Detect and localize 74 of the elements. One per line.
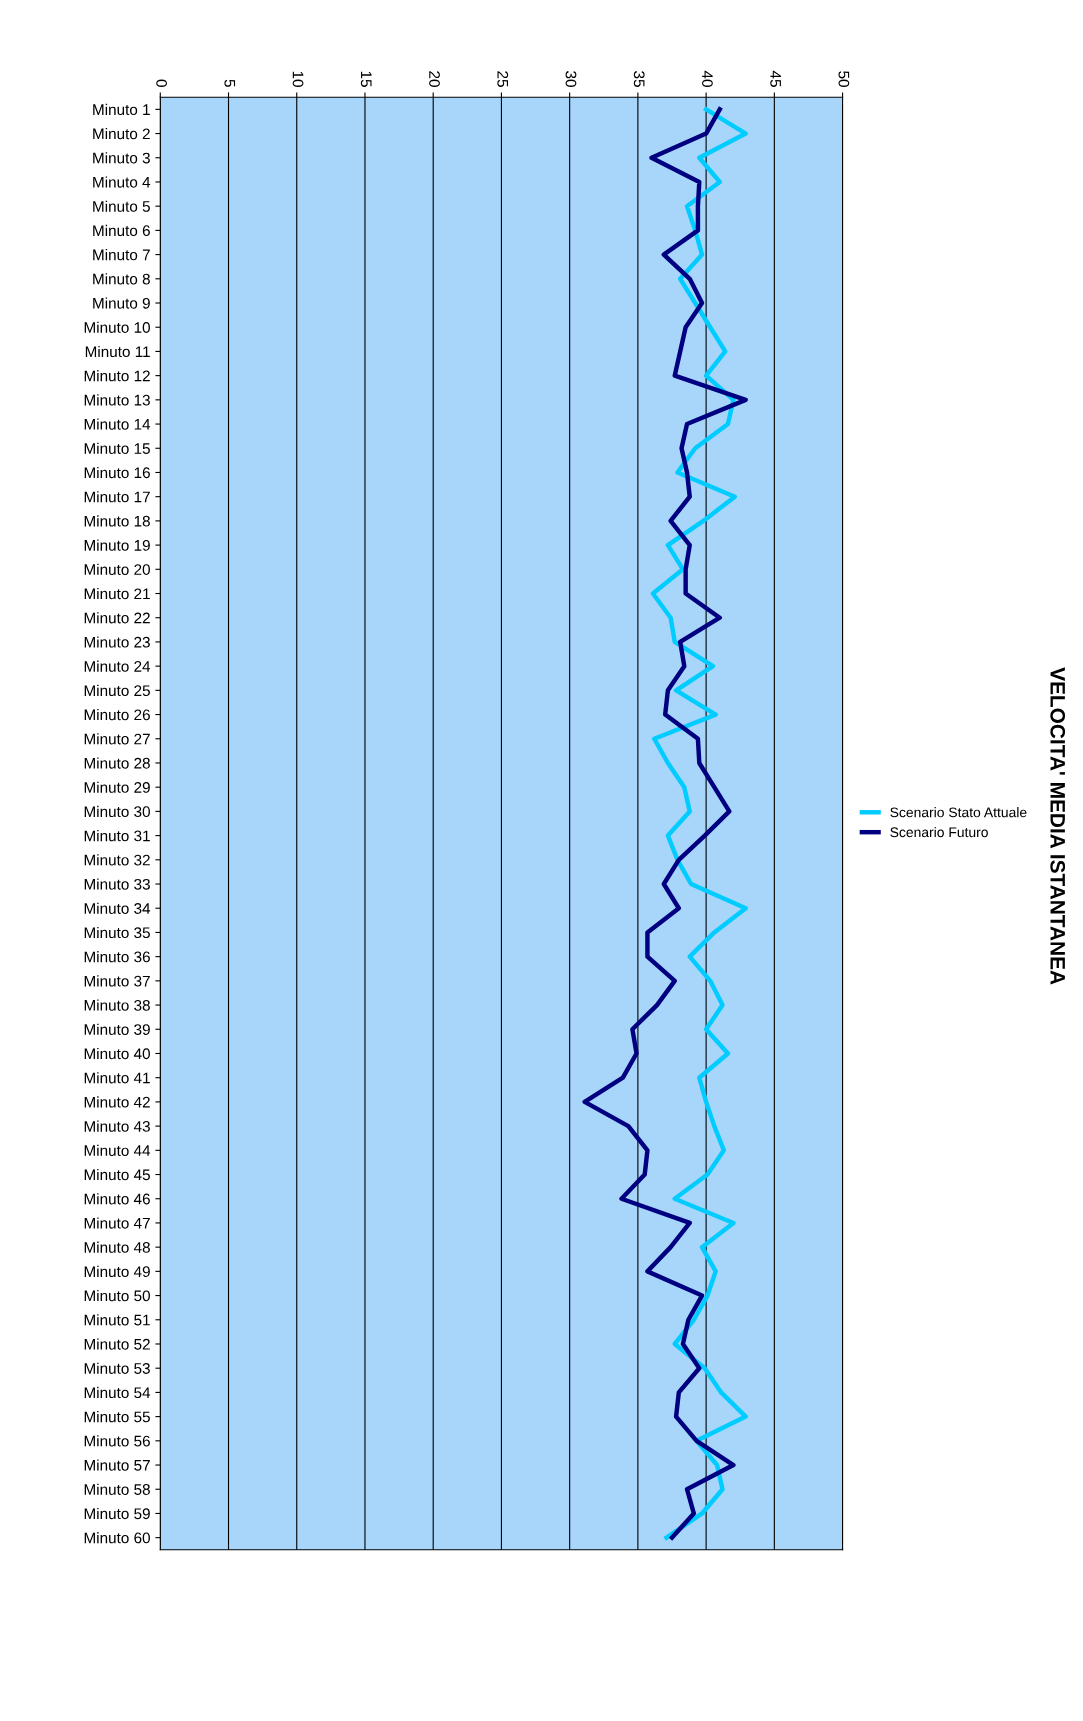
y-tick-label: Minuto 35 <box>84 926 150 939</box>
y-tick-label: Minuto 7 <box>93 249 150 261</box>
x-tick-label: 45 <box>770 70 781 87</box>
y-tick-label: Minuto 47 <box>84 1217 150 1229</box>
y-tick-label: Minuto 23 <box>84 636 150 648</box>
y-tick-label: Minuto 17 <box>84 491 150 503</box>
y-tick-label: Minuto 30 <box>84 805 150 818</box>
y-tick-label: Minuto 2 <box>93 128 150 140</box>
y-tick-label: Minuto 3 <box>93 152 150 164</box>
y-tick-label: Minuto 32 <box>84 854 150 866</box>
y-tick-label: Minuto 41 <box>84 1072 150 1084</box>
x-tick-label: 0 <box>156 79 167 87</box>
y-tick-label: Minuto 19 <box>84 539 150 551</box>
y-tick-label: Minuto 42 <box>84 1096 150 1108</box>
y-tick-label: Minuto 18 <box>84 515 150 527</box>
y-tick-label: Minuto 21 <box>84 587 150 600</box>
y-tick-label: Minuto 44 <box>84 1144 151 1156</box>
y-tick-label: Minuto 43 <box>84 1120 150 1132</box>
y-tick-label: Minuto 54 <box>84 1386 151 1399</box>
y-tick-label: Minuto 12 <box>84 370 150 382</box>
y-tick-label: Minuto 9 <box>93 297 150 309</box>
y-tick-label: Minuto 33 <box>84 878 150 890</box>
y-tick-label: Minuto 28 <box>84 757 150 769</box>
y-tick-label: Minuto 55 <box>84 1411 150 1423</box>
x-tick-label: 5 <box>224 79 236 87</box>
y-tick-label: Minuto 5 <box>93 200 150 212</box>
x-tick-label: 10 <box>292 71 304 87</box>
y-tick-label: Minuto 40 <box>84 1047 150 1060</box>
legend-label: Scenario Futuro <box>890 826 988 838</box>
y-tick-label: Minuto 25 <box>84 684 150 697</box>
y-tick-label: Minuto 16 <box>84 466 150 479</box>
y-tick-label: Minuto 8 <box>93 273 150 285</box>
y-tick-label: Minuto 39 <box>84 1023 150 1035</box>
y-tick-label: Minuto 56 <box>84 1435 150 1447</box>
y-tick-label: Minuto 22 <box>84 612 150 624</box>
y-tick-label: Minuto 10 <box>84 321 150 333</box>
y-tick-label: Minuto 4 <box>93 176 151 188</box>
x-tick-label: 20 <box>429 71 440 87</box>
y-tick-label: Minuto 57 <box>84 1459 150 1471</box>
y-tick-label: Minuto 34 <box>84 902 151 914</box>
y-tick-label: Minuto 15 <box>84 442 150 454</box>
y-tick-label: Minuto 20 <box>84 563 150 575</box>
y-tick-label: Minuto 14 <box>84 418 151 430</box>
y-tick-label: Minuto 53 <box>84 1362 150 1374</box>
y-tick-label: Minuto 60 <box>84 1532 150 1544</box>
x-tick-label: 30 <box>565 71 577 87</box>
y-tick-label: Minuto 50 <box>84 1290 150 1302</box>
y-tick-label: Minuto 27 <box>84 733 150 745</box>
x-tick-label: 25 <box>497 71 509 87</box>
x-tick-label: 40 <box>702 70 713 87</box>
y-tick-label: Minuto 26 <box>84 709 150 721</box>
y-tick-label: Minuto 24 <box>84 660 151 672</box>
y-tick-label: Minuto 11 <box>85 345 150 358</box>
y-tick-label: Minuto 58 <box>84 1483 150 1495</box>
legend-label: Scenario Stato Attuale <box>890 807 1027 818</box>
y-tick-label: Minuto 49 <box>84 1265 150 1278</box>
y-tick-label: Minuto 36 <box>84 951 150 963</box>
y-tick-label: Minuto 31 <box>84 830 150 842</box>
y-tick-label: Minuto 52 <box>84 1338 150 1350</box>
text: VELOCITA' MEDIA ISTANTANEA <box>1050 667 1066 985</box>
x-tick-label: 35 <box>633 71 645 87</box>
y-tick-label: Minuto 59 <box>84 1507 150 1520</box>
y-tick-label: Minuto 46 <box>84 1193 150 1205</box>
y-tick-label: Minuto 48 <box>84 1241 150 1253</box>
y-tick-label: Minuto 38 <box>84 999 150 1011</box>
y-tick-label: Minuto 45 <box>84 1168 150 1181</box>
y-tick-label: Minuto 37 <box>84 975 150 987</box>
x-tick-label: 15 <box>360 71 372 87</box>
y-tick-label: Minuto 29 <box>84 781 150 793</box>
y-tick-label: Minuto 6 <box>93 224 150 237</box>
y-tick-label: Minuto 1 <box>93 103 150 116</box>
y-tick-label: Minuto 51 <box>84 1314 150 1326</box>
y-tick-label: Minuto 13 <box>84 394 150 406</box>
x-tick-label: 50 <box>838 71 850 87</box>
